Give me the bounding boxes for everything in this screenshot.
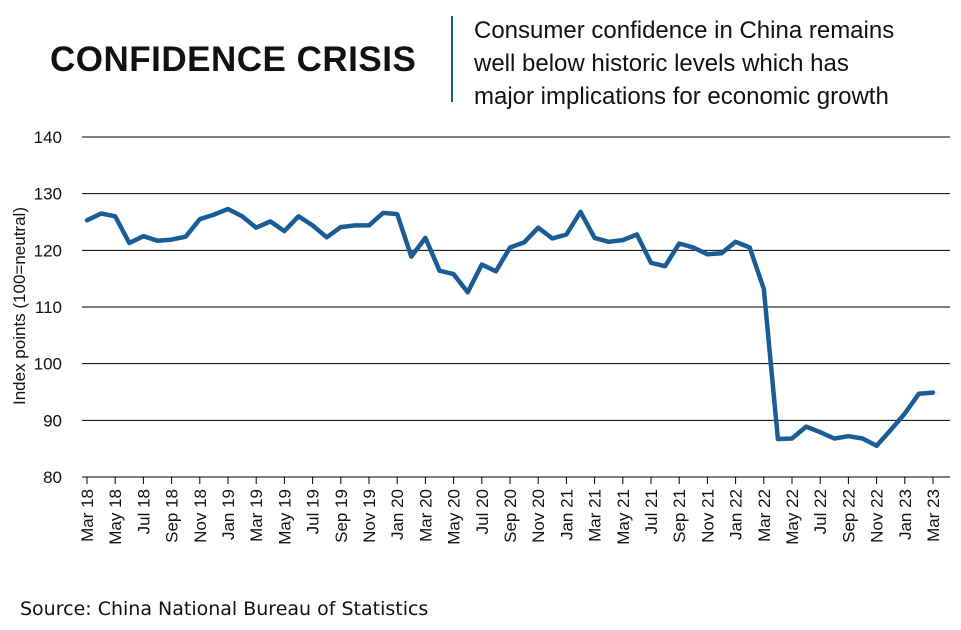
x-tick-label: May 21 [614, 489, 633, 545]
y-tick-label: 80 [43, 468, 62, 487]
x-tick-label: Jul 19 [304, 489, 323, 534]
source-note: Source: China National Bureau of Statist… [20, 598, 429, 620]
x-tick-label: Sep 20 [501, 489, 520, 543]
x-tick-label: Nov 18 [191, 489, 210, 543]
x-tick-label: Sep 22 [839, 489, 858, 543]
x-tick-label: Jul 21 [642, 489, 661, 534]
x-tick-label: Nov 20 [529, 489, 548, 543]
x-tick-label: Nov 19 [360, 489, 379, 543]
x-tick-label: May 20 [445, 489, 464, 545]
y-tick-label: 90 [43, 411, 62, 430]
x-tick-label: Sep 21 [670, 489, 689, 543]
x-tick-label: May 19 [275, 489, 294, 545]
x-tick-label: May 22 [783, 489, 802, 545]
x-tick-label: Jan 23 [896, 489, 915, 540]
x-tick-label: Jan 22 [727, 489, 746, 540]
x-tick-label: Sep 19 [332, 489, 351, 543]
y-tick-label: 140 [34, 128, 62, 147]
y-tick-label: 110 [35, 298, 62, 317]
x-tick-label: Jan 20 [388, 489, 407, 540]
x-tick-label: Nov 21 [698, 489, 717, 543]
x-tick-label: Mar 22 [755, 489, 774, 542]
x-tick-label: Mar 19 [247, 489, 266, 542]
series-line [84, 206, 936, 449]
subtitle-line: Consumer confidence in China remains [474, 17, 895, 44]
chart-headline: CONFIDENCE CRISIS [50, 40, 417, 79]
x-tick-label: May 18 [106, 489, 125, 545]
x-tick-label: Jan 19 [219, 489, 238, 540]
x-tick-label: Nov 22 [868, 489, 887, 543]
x-tick-label: Mar 20 [416, 489, 435, 542]
subtitle-line: well below historic levels which has [474, 50, 849, 77]
chart-subtitle: Consumer confidence in China remains wel… [474, 14, 944, 113]
subtitle-line: major implications for economic growth [474, 83, 889, 110]
y-tick-label: 100 [34, 355, 62, 374]
x-tick-label: Sep 18 [163, 489, 182, 543]
y-tick-label: 120 [34, 241, 62, 260]
x-tick-label: Jul 18 [134, 489, 153, 534]
x-axis-ticks: Mar 18 May 18 Jul 18 Sep 18 Nov 18 Jan 19 Mar … [78, 477, 943, 545]
y-axis-label: Index points (100=neutral) [10, 207, 29, 405]
y-tick-label: 130 [34, 185, 62, 204]
x-tick-label: Jan 21 [557, 489, 576, 540]
title-divider [451, 16, 453, 102]
x-tick-label: Jul 22 [811, 489, 830, 534]
y-axis-ticks: 80 90 100 110 120 130 140 [34, 128, 62, 487]
gridlines [82, 136, 950, 478]
x-tick-label: Mar 21 [586, 489, 605, 542]
series-layer [84, 206, 936, 449]
x-tick-label: Jul 20 [473, 489, 492, 534]
x-tick-label: Mar 23 [924, 489, 943, 542]
x-tick-label: Mar 18 [78, 489, 97, 542]
